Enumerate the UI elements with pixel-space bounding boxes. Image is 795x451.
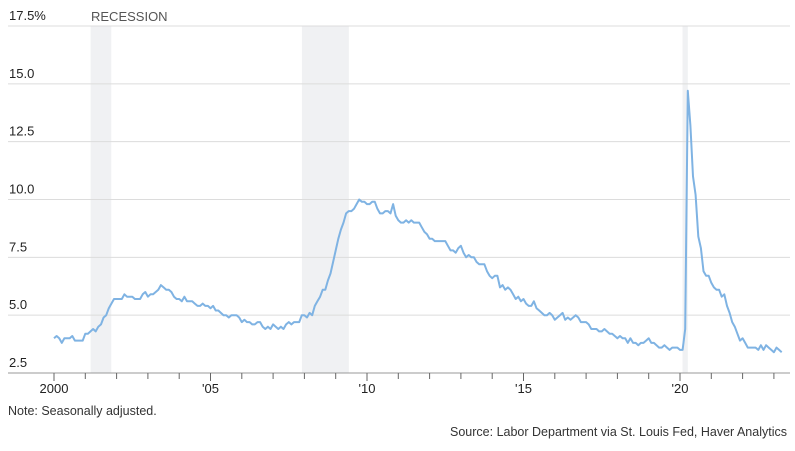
y-tick-label: 10.0: [9, 182, 34, 197]
series-line-group: [53, 89, 783, 354]
y-tick-label: 5.0: [9, 297, 27, 312]
unemployment-rate-line: [53, 89, 783, 354]
y-tick-label: 2.5: [9, 355, 27, 370]
recession-label: RECESSION: [91, 9, 168, 24]
chart-note: Note: Seasonally adjusted.: [8, 404, 157, 418]
y-tick-label: 15.0: [9, 66, 34, 81]
y-tick-label: 7.5: [9, 239, 27, 254]
gridlines: [8, 25, 790, 316]
x-axis: 2000 '05 '10 '15 '20: [8, 372, 790, 396]
x-tick-label: '20: [672, 381, 689, 396]
y-tick-label: 17.5%: [9, 8, 46, 23]
chart-source: Source: Labor Department via St. Louis F…: [450, 425, 787, 439]
x-tick-label: 2000: [40, 381, 69, 396]
x-tick-label: '10: [359, 381, 376, 396]
x-tick-label: '05: [202, 381, 219, 396]
x-tick-label: '15: [515, 381, 532, 396]
unemployment-chart: RECESSION 2.5 5.0 7.5 10.0 12.5 15.0 17.5% 200…: [8, 8, 790, 396]
y-tick-label: 12.5: [9, 124, 34, 139]
y-axis-labels: 2.5 5.0 7.5 10.0 12.5 15.0 17.5%: [9, 8, 46, 370]
